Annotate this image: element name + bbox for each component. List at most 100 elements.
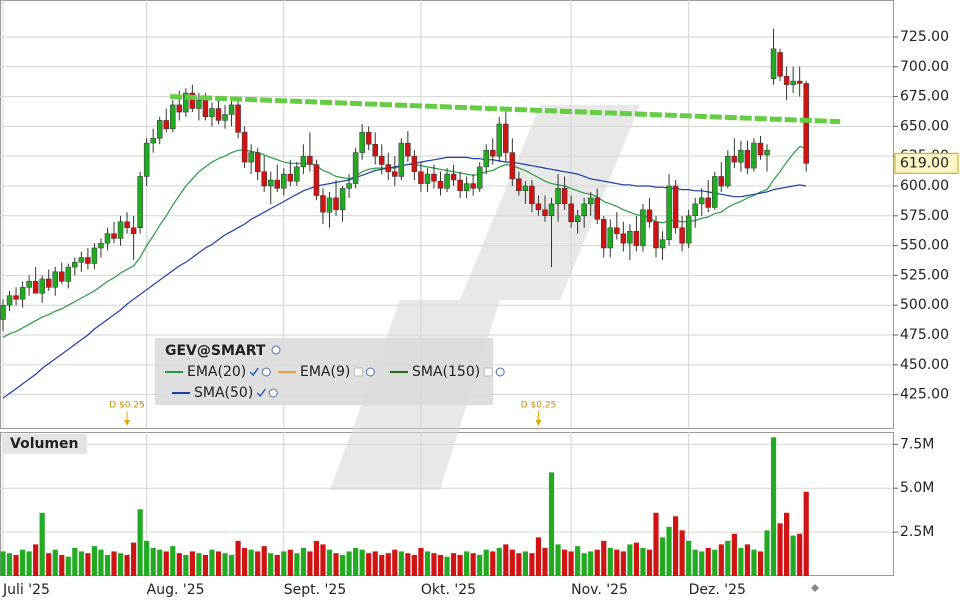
candle-body	[705, 197, 711, 208]
candle-body	[215, 108, 222, 121]
volume-bar	[294, 553, 300, 576]
candle-body	[104, 233, 111, 244]
volume-title: Volumen	[10, 436, 79, 452]
candle-body	[150, 138, 156, 144]
volume-bar	[261, 546, 267, 576]
x-tick-label: Nov. '25	[571, 582, 628, 598]
candle-body	[300, 155, 307, 168]
candle-body	[437, 180, 444, 189]
volume-bar	[248, 549, 254, 576]
candle-body	[26, 281, 32, 288]
candle-body	[209, 108, 215, 118]
legend-settings[interactable]	[495, 367, 505, 377]
y-tick-label: 700.00	[900, 59, 949, 75]
volume-bar	[215, 551, 222, 576]
volume-bar	[686, 540, 692, 576]
candle-body	[764, 149, 770, 156]
icon[interactable]	[271, 345, 281, 355]
volume-bar	[607, 547, 613, 576]
volume-bar	[418, 547, 424, 576]
volume-bar	[78, 551, 84, 576]
candle-body	[294, 166, 300, 182]
volume-bar	[235, 540, 241, 576]
candle-body	[274, 179, 281, 189]
volume-bar	[738, 547, 744, 576]
scroll-icon[interactable]	[811, 584, 819, 592]
candle-body	[326, 197, 333, 213]
volume-bar	[392, 549, 398, 576]
legend-checkbox[interactable]	[353, 367, 363, 377]
candle-body	[346, 183, 352, 189]
candle-body	[470, 183, 476, 189]
legend-label: EMA(9)	[300, 364, 350, 380]
candle-body	[170, 104, 176, 130]
volume-bar	[653, 512, 659, 576]
volume-bar	[26, 551, 32, 576]
volume-bar	[509, 549, 515, 576]
candle-body	[496, 123, 503, 157]
candle-body	[91, 247, 98, 264]
candle-body	[666, 185, 672, 240]
volume-bar	[131, 542, 137, 576]
candle-body	[241, 132, 248, 163]
candle-body	[339, 188, 346, 211]
volume-bar	[568, 551, 574, 576]
legend-settings[interactable]	[261, 367, 271, 377]
volume-bar	[627, 544, 633, 576]
volume-bar	[137, 509, 143, 576]
candle-body	[450, 173, 457, 181]
volume-bar	[333, 553, 339, 576]
volume-bar	[790, 535, 796, 576]
volume-bar	[633, 542, 640, 576]
legend-check[interactable]	[249, 367, 259, 377]
candle-body	[117, 221, 124, 239]
y-tick-label: 525.00	[900, 267, 949, 283]
candle-body	[6, 295, 13, 306]
y-tick-label: 550.00	[900, 238, 949, 254]
legend-checkbox[interactable]	[483, 367, 493, 377]
volume-tick-label: 2.5M	[900, 524, 934, 540]
last-price-label: 619.00	[900, 155, 949, 171]
volume-bar	[712, 549, 718, 576]
x-tick-label: Okt. '25	[421, 582, 476, 598]
candle-body	[490, 149, 496, 157]
candle-body	[751, 142, 757, 169]
volume-bar	[640, 547, 646, 576]
candle-body	[59, 271, 65, 282]
volume-bar	[46, 553, 52, 576]
volume-bar	[718, 544, 724, 576]
candle-body	[725, 155, 731, 187]
candle-body	[52, 271, 58, 288]
candle-body	[143, 142, 150, 177]
legend-settings[interactable]	[365, 367, 375, 377]
candle-body	[392, 171, 398, 177]
legend-check[interactable]	[256, 388, 266, 398]
x-tick-label: Aug. '25	[147, 582, 205, 598]
volume-bar	[372, 551, 378, 576]
volume-bar	[176, 553, 182, 576]
volume-bar	[72, 547, 78, 576]
candle-body	[431, 173, 437, 182]
volume-bar	[202, 554, 209, 576]
legend-title: GEV@SMART	[165, 343, 266, 359]
marks	[0, 28, 841, 576]
candle-body	[254, 152, 261, 172]
candle-body	[65, 266, 72, 282]
volume-bar	[784, 512, 790, 576]
volume-bar	[777, 523, 783, 576]
candle-body	[516, 178, 522, 192]
candle-body	[228, 104, 235, 115]
watermark-shape	[460, 105, 640, 300]
x-tick-label: Dez. '25	[689, 582, 746, 598]
y-tick-label: 450.00	[900, 357, 949, 373]
candle-body	[320, 195, 326, 213]
candle-body	[548, 203, 555, 217]
candle-body	[640, 209, 646, 246]
legend-settings[interactable]	[268, 388, 278, 398]
volume-bar	[464, 551, 470, 576]
volume-bar	[614, 549, 620, 576]
candle-body	[352, 152, 359, 184]
candle-body	[803, 83, 809, 164]
volume-bar	[542, 547, 548, 576]
